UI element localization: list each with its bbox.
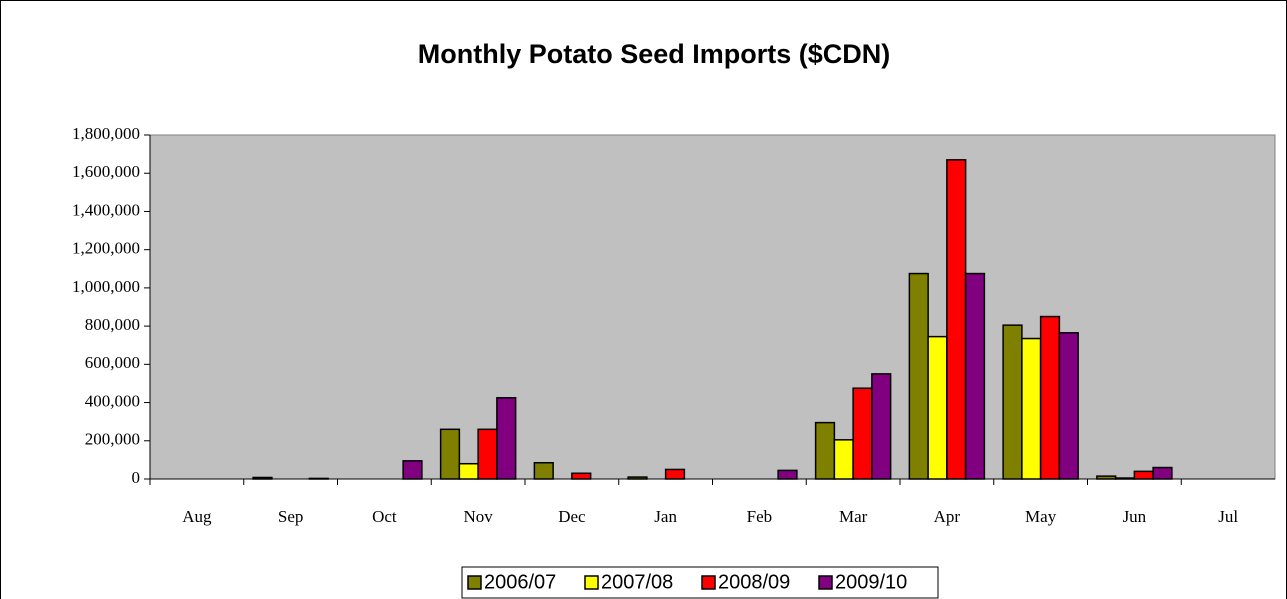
bar	[964, 272, 986, 480]
legend-label: 2007/08	[601, 571, 673, 593]
bar	[927, 335, 948, 480]
bar	[814, 421, 836, 480]
bar	[402, 460, 423, 480]
bar	[777, 469, 798, 480]
legend-label: 2008/09	[718, 571, 790, 593]
bar	[833, 439, 854, 480]
legend-label: 2006/07	[484, 571, 556, 593]
legend-label: 2009/10	[835, 571, 907, 593]
bar	[1152, 466, 1173, 480]
y-tick-label: 1,200,000	[72, 239, 140, 258]
x-tick-label: Mar	[839, 507, 868, 526]
y-tick-label: 1,600,000	[72, 162, 140, 181]
x-tick-label: Nov	[463, 507, 493, 526]
x-tick-label: Feb	[747, 507, 773, 526]
bar	[1058, 332, 1079, 480]
bar	[477, 428, 498, 480]
legend-swatch	[818, 575, 833, 590]
x-tick-label: Aug	[182, 507, 212, 526]
x-tick-label: Jan	[654, 507, 677, 526]
bar	[852, 387, 873, 480]
x-tick-label: Apr	[934, 507, 961, 526]
y-tick-label: 600,000	[85, 353, 140, 372]
x-tick-label: Dec	[558, 507, 586, 526]
bar	[908, 272, 929, 480]
chart-title: Monthly Potato Seed Imports ($CDN)	[418, 39, 891, 69]
bar	[946, 159, 967, 480]
bar	[496, 397, 517, 480]
bar	[664, 468, 686, 480]
bar	[871, 373, 892, 480]
legend-swatch	[467, 575, 482, 590]
bar	[1002, 324, 1023, 480]
legend-swatch	[701, 575, 716, 590]
x-tick-label: Jun	[1123, 507, 1147, 526]
bar	[571, 472, 592, 480]
legend-box	[461, 566, 939, 599]
bar	[439, 428, 461, 480]
y-tick-label: 800,000	[85, 315, 140, 334]
y-tick-label: 200,000	[85, 430, 140, 449]
y-tick-label: 400,000	[85, 391, 140, 410]
bar	[1133, 470, 1154, 480]
plot-area	[149, 134, 1276, 480]
x-tick-label: Jul	[1218, 507, 1238, 526]
x-tick-label: May	[1025, 507, 1057, 526]
bar	[1021, 337, 1042, 480]
y-tick-label: 1,800,000	[72, 124, 140, 143]
y-tick-label: 0	[132, 468, 141, 487]
y-tick-label: 1,000,000	[72, 277, 140, 296]
bar	[458, 462, 479, 480]
x-tick-label: Sep	[278, 507, 304, 526]
y-tick-label: 1,400,000	[72, 200, 140, 219]
bar	[533, 462, 554, 480]
legend-swatch	[584, 575, 599, 590]
x-tick-label: Oct	[372, 507, 397, 526]
bar	[1039, 315, 1061, 480]
